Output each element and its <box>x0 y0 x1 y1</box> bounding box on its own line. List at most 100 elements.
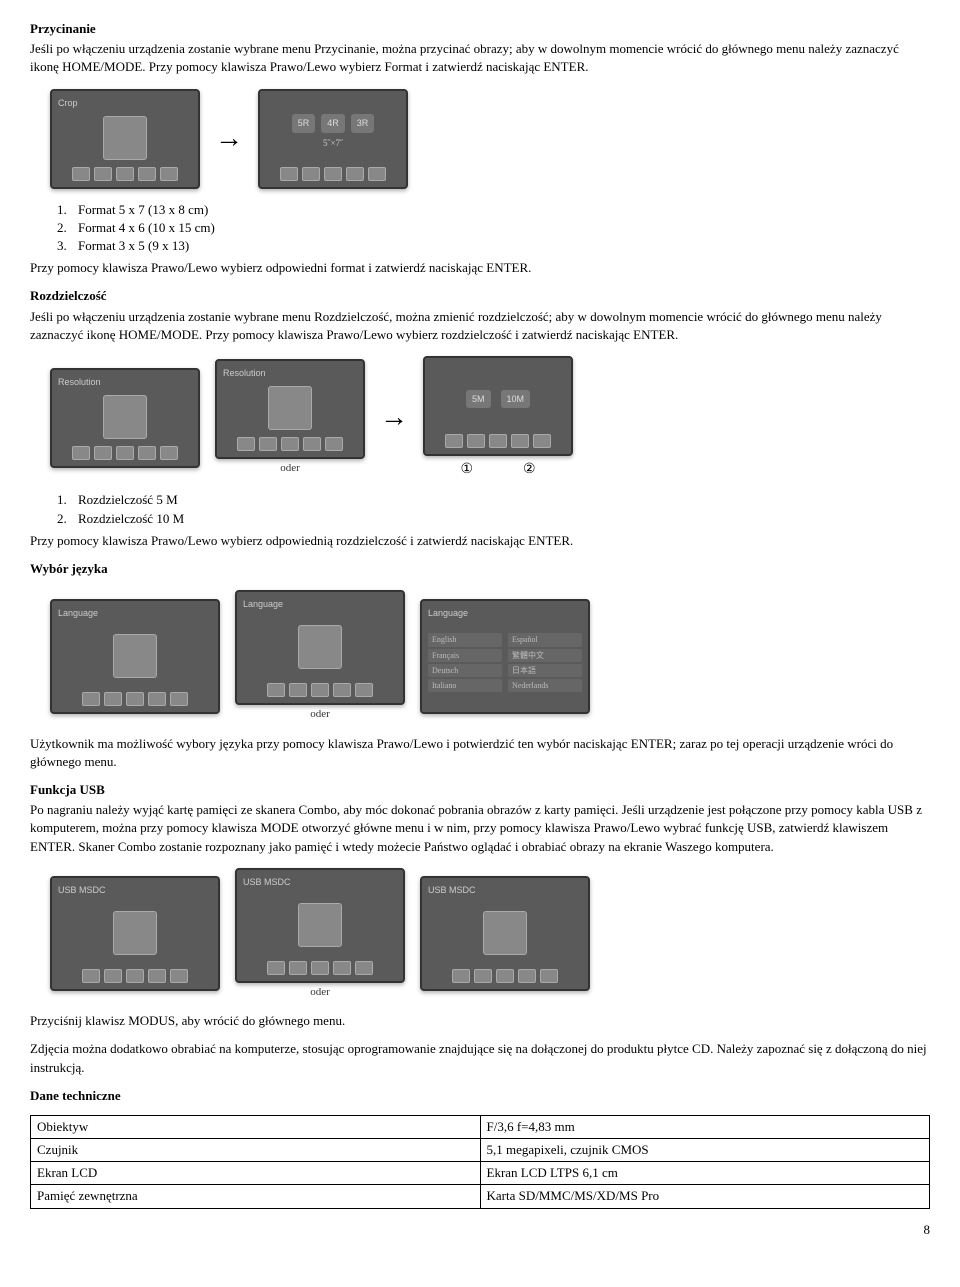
spec-value: Ekran LCD LTPS 6,1 cm <box>480 1162 930 1185</box>
screen-footer <box>58 692 212 706</box>
format-pill: 5R <box>292 114 316 133</box>
usb-screen-1: USB MSDC <box>50 876 220 991</box>
footer-btn <box>104 969 122 983</box>
lang-cell: Español <box>508 633 582 646</box>
footer-btn <box>474 969 492 983</box>
screen-footer <box>243 961 397 975</box>
section-title: Rozdzielczość <box>30 287 930 305</box>
footer-btn <box>170 692 188 706</box>
footer-btn <box>267 683 285 697</box>
screen-header: Language <box>428 607 582 620</box>
language-list: EnglishEspañol Français繁體中文 Deutsch日本語 I… <box>428 633 582 692</box>
footer-btn <box>116 167 134 181</box>
circled-1: ① <box>460 460 473 480</box>
footer-btn <box>237 437 255 451</box>
section-resolution: Rozdzielczość Jeśli po włączeniu urządze… <box>30 287 930 550</box>
footer-btn <box>302 167 320 181</box>
section-title: Wybór języka <box>30 560 930 578</box>
footer-btn <box>116 446 134 460</box>
language-screen-2: Language <box>235 590 405 705</box>
footer-btn <box>489 434 507 448</box>
lang-cell: English <box>428 633 502 646</box>
screen-header: Language <box>58 607 212 620</box>
usb-screens-row: USB MSDC USB MSDC <box>50 868 930 1000</box>
usb-screen-2: USB MSDC <box>235 868 405 983</box>
screen-footer <box>58 167 192 181</box>
lang-cell: Deutsch <box>428 664 502 677</box>
lang-cell: Français <box>428 649 502 662</box>
footer-btn <box>160 446 178 460</box>
language-screen-3: Language English Español Français 繁體中文 Deu… <box>420 599 590 714</box>
oder-label: oder <box>280 461 300 476</box>
footer-btn <box>289 961 307 975</box>
footer-btn <box>511 434 529 448</box>
footer-btn <box>281 437 299 451</box>
list-item: Format 4 x 6 (10 x 15 cm) <box>70 219 930 237</box>
section-body: Po nagraniu należy wyjąć kartę pamięci z… <box>30 801 930 856</box>
list-item: Rozdzielczość 5 M <box>70 491 930 509</box>
resolution-result-stack: 5M 10M ① ② <box>423 356 573 480</box>
screen-oder-stack: USB MSDC oder <box>235 868 405 1000</box>
section-body: Jeśli po włączeniu urządzenia zostanie w… <box>30 308 930 344</box>
language-screen-1: Language <box>50 599 220 714</box>
section-language: Wybór języka Language Language <box>30 560 930 771</box>
section-title: Dane techniczne <box>30 1087 930 1105</box>
footer-btn <box>445 434 463 448</box>
circled-numbers: ① ② <box>460 460 535 480</box>
format-subcaption: 5˝×7˝ <box>323 137 343 150</box>
footer-btn <box>160 167 178 181</box>
footer-btn <box>138 167 156 181</box>
list-item: Format 3 x 5 (9 x 13) <box>70 237 930 255</box>
footer-btn <box>467 434 485 448</box>
screen-header: Resolution <box>223 367 357 380</box>
spec-value: 5,1 megapixeli, czujnik CMOS <box>480 1139 930 1162</box>
after-usb-2: Zdjęcia można dodatkowo obrabiać na komp… <box>30 1040 930 1076</box>
res-pill: 10M <box>501 390 531 409</box>
crop-icon <box>103 116 147 160</box>
footer-btn <box>333 683 351 697</box>
section-title: Przycinanie <box>30 20 930 38</box>
crop-screen-1: Crop <box>50 89 200 189</box>
usb-icon <box>113 911 157 955</box>
screen-footer <box>243 683 397 697</box>
footer-btn <box>533 434 551 448</box>
footer-btn <box>346 167 364 181</box>
language-icon <box>113 634 157 678</box>
spec-value: F/3,6 f=4,83 mm <box>480 1115 930 1138</box>
footer-btn <box>355 683 373 697</box>
footer-btn <box>72 167 90 181</box>
format-pill: 3R <box>351 114 375 133</box>
resolution-icon <box>103 395 147 439</box>
resolution-list: Rozdzielczość 5 M Rozdzielczość 10 M <box>70 491 930 527</box>
list-item: Rozdzielczość 10 M <box>70 510 930 528</box>
footer-btn <box>324 167 342 181</box>
res-pill: 5M <box>466 390 491 409</box>
screen-footer <box>431 434 565 448</box>
screen-header: USB MSDC <box>428 884 582 897</box>
resolution-screen-1: Resolution <box>50 368 200 468</box>
screen-footer <box>266 167 400 181</box>
footer-btn <box>368 167 386 181</box>
section-body: Jeśli po włączeniu urządzenia zostanie w… <box>30 40 930 76</box>
footer-btn <box>267 961 285 975</box>
footer-btn <box>148 692 166 706</box>
table-row: Ekran LCD Ekran LCD LTPS 6,1 cm <box>31 1162 930 1185</box>
table-row: Obiektyw F/3,6 f=4,83 mm <box>31 1115 930 1138</box>
footer-btn <box>148 969 166 983</box>
spec-key: Obiektyw <box>31 1115 481 1138</box>
screen-oder-stack: Language oder <box>235 590 405 722</box>
footer-btn <box>82 692 100 706</box>
footer-btn <box>452 969 470 983</box>
format-list: Format 5 x 7 (13 x 8 cm) Format 4 x 6 (1… <box>70 201 930 256</box>
table-row: Pamięć zewnętrzna Karta SD/MMC/MS/XD/MS … <box>31 1185 930 1208</box>
lang-cell: 繁體中文 <box>508 649 582 662</box>
resolution-icon <box>268 386 312 430</box>
spec-value: Karta SD/MMC/MS/XD/MS Pro <box>480 1185 930 1208</box>
specs-table: Obiektyw F/3,6 f=4,83 mm Czujnik 5,1 meg… <box>30 1115 930 1209</box>
crop-screen-2: 5R 4R 3R 5˝×7˝ <box>258 89 408 189</box>
resolution-screen-2: Resolution <box>215 359 365 459</box>
page-number: 8 <box>30 1221 930 1239</box>
screen-footer <box>58 969 212 983</box>
format-pill: 4R <box>321 114 345 133</box>
lang-cell: Italiano <box>428 679 502 692</box>
